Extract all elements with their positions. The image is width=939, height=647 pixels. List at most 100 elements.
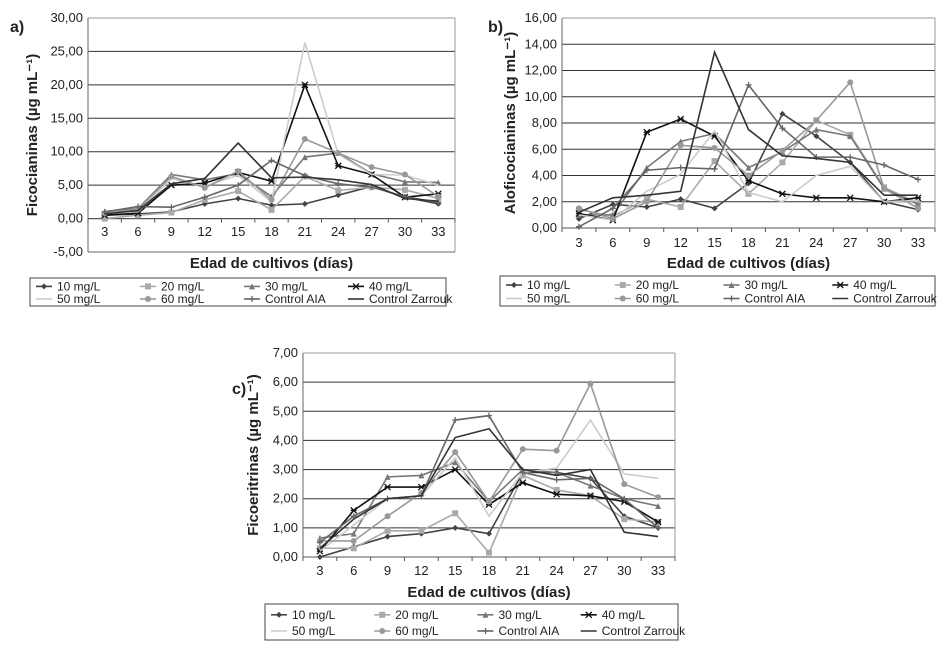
data-point [553, 476, 560, 483]
data-point [711, 165, 718, 172]
data-point [677, 164, 684, 171]
legend-label: 30 mg/L [745, 278, 789, 292]
data-point [401, 186, 408, 193]
data-point [587, 482, 594, 489]
x-tick-label: 12 [673, 235, 687, 250]
x-tick-label: 6 [134, 224, 141, 239]
y-tick-label: 20,00 [50, 77, 83, 92]
legend-box [499, 275, 936, 307]
legend-item: 50 mg/L [36, 292, 101, 306]
y-tick-label: 0,00 [532, 220, 557, 235]
y-tick-label: 5,00 [58, 177, 83, 192]
series-60-mg-l [101, 136, 442, 217]
data-point [553, 447, 560, 454]
series-control-zarrouk [319, 427, 659, 549]
data-point [813, 126, 820, 133]
data-point [316, 554, 323, 560]
data-point [301, 81, 309, 89]
data-point [168, 204, 175, 211]
data-point [677, 142, 684, 149]
legend: 10 mg/L 20 mg/L 30 mg/L 40 mg/L 50 mg/L 60 mg… [499, 275, 938, 307]
data-point [677, 196, 684, 203]
legend-marker [619, 282, 626, 288]
data-point [101, 215, 108, 222]
data-point [553, 469, 560, 476]
legend-marker [249, 296, 255, 302]
legend-marker [379, 628, 386, 634]
legend-item: 40 mg/L [832, 278, 897, 292]
data-point [201, 184, 208, 191]
y-tick-label: 14,00 [524, 36, 557, 51]
y-tick-label: 1,00 [273, 520, 298, 535]
legend-item: Control AIA [723, 292, 805, 306]
y-tick-label: 6,00 [532, 141, 557, 156]
data-point [417, 483, 425, 491]
legend-label: Control AIA [265, 292, 326, 306]
data-point [235, 168, 242, 175]
x-tick-label: 30 [398, 224, 412, 239]
series-line [319, 427, 659, 549]
data-point [335, 192, 342, 199]
y-tick-label: 0,00 [273, 549, 298, 564]
data-point [643, 128, 651, 136]
x-tick-label: 27 [364, 224, 378, 239]
series-control-aia [575, 81, 922, 230]
data-point [168, 209, 175, 216]
y-tick-label: 12,00 [524, 63, 557, 78]
x-tick-label: 33 [911, 235, 925, 250]
data-point [384, 483, 392, 491]
x-tick-label: 24 [809, 235, 823, 250]
data-point [745, 177, 752, 185]
legend-marker [41, 283, 47, 290]
y-tick-label: 2,00 [532, 194, 557, 209]
data-point [301, 200, 308, 207]
data-point [745, 172, 752, 179]
x-tick-label: 21 [298, 224, 312, 239]
legend-marker [728, 295, 735, 302]
x-axis-title: Edad de cultivos (días) [667, 255, 830, 272]
legend-label: 40 mg/L [369, 279, 413, 293]
legend-label: 10 mg/L [292, 608, 336, 622]
x-tick-label: 9 [168, 224, 175, 239]
legend-label: Control Zarrouk [602, 624, 686, 638]
legend-item: Control Zarrouk [832, 292, 938, 306]
data-point [677, 204, 684, 210]
data-point [350, 537, 357, 544]
data-point [268, 196, 275, 203]
legend-item: 30 mg/L [723, 278, 789, 292]
legend-box [29, 277, 447, 307]
data-point [915, 205, 922, 212]
y-tick-label: 8,00 [532, 115, 557, 130]
series-line [578, 80, 919, 220]
y-tick-label: 4,00 [273, 432, 298, 447]
data-point [643, 167, 650, 174]
legend-item: 50 mg/L [506, 292, 571, 306]
legend-label: 20 mg/L [636, 278, 680, 292]
legend-label: 60 mg/L [395, 624, 439, 638]
y-tick-label: 16,00 [524, 10, 557, 25]
x-tick-label: 9 [643, 235, 650, 250]
data-point [654, 518, 662, 526]
data-point [451, 466, 459, 474]
data-point [587, 475, 594, 482]
series-line [578, 49, 919, 213]
data-point [384, 473, 391, 480]
legend-marker [379, 611, 386, 618]
legend-label: 10 mg/L [527, 278, 571, 292]
x-tick-label: 33 [651, 563, 665, 578]
data-point [609, 215, 616, 222]
data-point [575, 223, 582, 230]
legend-item: Control AIA [477, 624, 559, 638]
data-point [384, 527, 391, 534]
series-line [578, 129, 919, 221]
data-point [418, 527, 425, 534]
legend-item: 40 mg/L [348, 279, 413, 293]
data-point [586, 492, 594, 500]
data-point [813, 133, 820, 140]
x-tick-label: 18 [264, 224, 278, 239]
x-tick-label: 15 [448, 563, 462, 578]
legend-item: 20 mg/L [614, 278, 680, 292]
x-tick-label: 24 [549, 563, 563, 578]
data-point [268, 157, 275, 164]
legend-label: 50 mg/L [292, 624, 336, 638]
